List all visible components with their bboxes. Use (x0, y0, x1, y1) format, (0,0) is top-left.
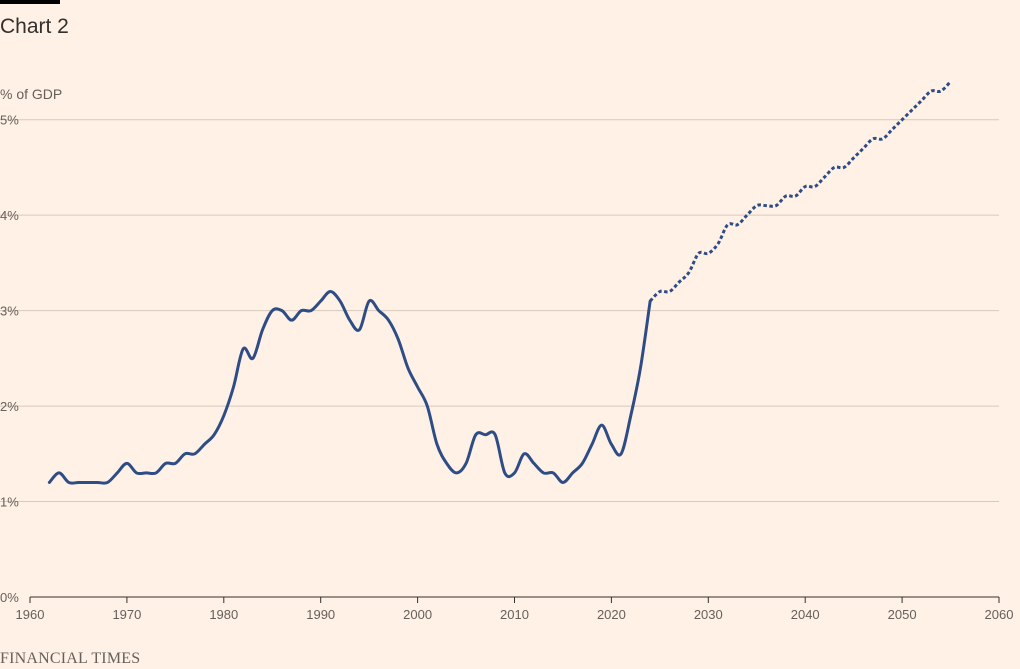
x-tick-label: 2060 (985, 607, 1014, 622)
x-tick-label: 1990 (306, 607, 335, 622)
x-tick-label: 2040 (791, 607, 820, 622)
series-lines (47, 80, 952, 485)
source-credit: FINANCIAL TIMES (0, 650, 141, 667)
y-tick-labels: 0% 1% 2% 3% 4% 5% (0, 113, 19, 605)
header-rule (0, 0, 60, 4)
y-tick-label: 4% (0, 208, 19, 223)
y-tick-label: 5% (0, 113, 19, 128)
y-tick-label: 2% (0, 399, 19, 414)
projection-series-line (649, 80, 952, 303)
y-tick-label: 1% (0, 495, 19, 510)
x-tick-label: 2050 (888, 607, 917, 622)
x-axis: 1960 1970 1980 1990 2000 2010 2020 2030 2040 2050… (16, 596, 1014, 622)
x-tick-label: 1970 (112, 607, 141, 622)
gridlines (0, 119, 999, 503)
x-tick-label: 2010 (500, 607, 529, 622)
y-axis-unit-label: % of GDP (0, 86, 63, 102)
y-tick-label: 3% (0, 304, 19, 319)
x-tick-label: 2020 (597, 607, 626, 622)
x-tick-label: 2000 (403, 607, 432, 622)
x-tick-label: 1960 (16, 607, 45, 622)
historical-series-line (47, 290, 652, 485)
y-tick-label: 0% (0, 590, 19, 605)
x-tick-label: 1980 (209, 607, 238, 622)
chart-title: Chart 2 (0, 15, 69, 38)
x-tick-label: 2030 (694, 607, 723, 622)
